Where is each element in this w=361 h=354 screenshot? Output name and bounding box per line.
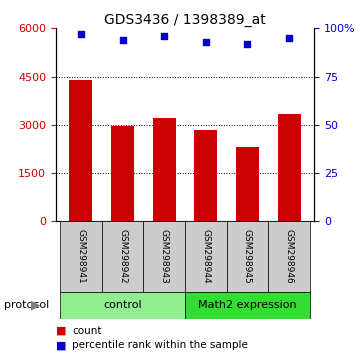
Text: GSM298941: GSM298941: [77, 229, 86, 284]
Bar: [278, 114, 301, 221]
Bar: [143, 221, 185, 292]
Text: ▶: ▶: [31, 299, 41, 312]
Point: [161, 33, 167, 39]
Point: [286, 35, 292, 41]
Title: GDS3436 / 1398389_at: GDS3436 / 1398389_at: [104, 13, 266, 27]
Bar: [185, 221, 227, 292]
Bar: [194, 130, 217, 221]
Text: GSM298943: GSM298943: [160, 229, 169, 284]
Text: GSM298944: GSM298944: [201, 229, 210, 284]
Bar: [153, 118, 176, 221]
Bar: [69, 80, 92, 221]
Text: percentile rank within the sample: percentile rank within the sample: [72, 340, 248, 350]
Text: control: control: [103, 300, 142, 310]
Bar: [185, 292, 310, 319]
Text: GSM298945: GSM298945: [243, 229, 252, 284]
Text: protocol: protocol: [4, 300, 49, 310]
Text: ■: ■: [56, 326, 66, 336]
Point: [203, 39, 209, 45]
Bar: [227, 221, 268, 292]
Bar: [236, 147, 259, 221]
Text: GSM298946: GSM298946: [284, 229, 293, 284]
Text: GSM298942: GSM298942: [118, 229, 127, 284]
Bar: [268, 221, 310, 292]
Point: [244, 41, 250, 47]
Bar: [60, 292, 185, 319]
Point: [78, 31, 84, 37]
Point: [120, 37, 126, 43]
Text: ■: ■: [56, 340, 66, 350]
Bar: [102, 221, 143, 292]
Text: Math2 expression: Math2 expression: [198, 300, 297, 310]
Text: count: count: [72, 326, 102, 336]
Bar: [60, 221, 102, 292]
Bar: [111, 126, 134, 221]
